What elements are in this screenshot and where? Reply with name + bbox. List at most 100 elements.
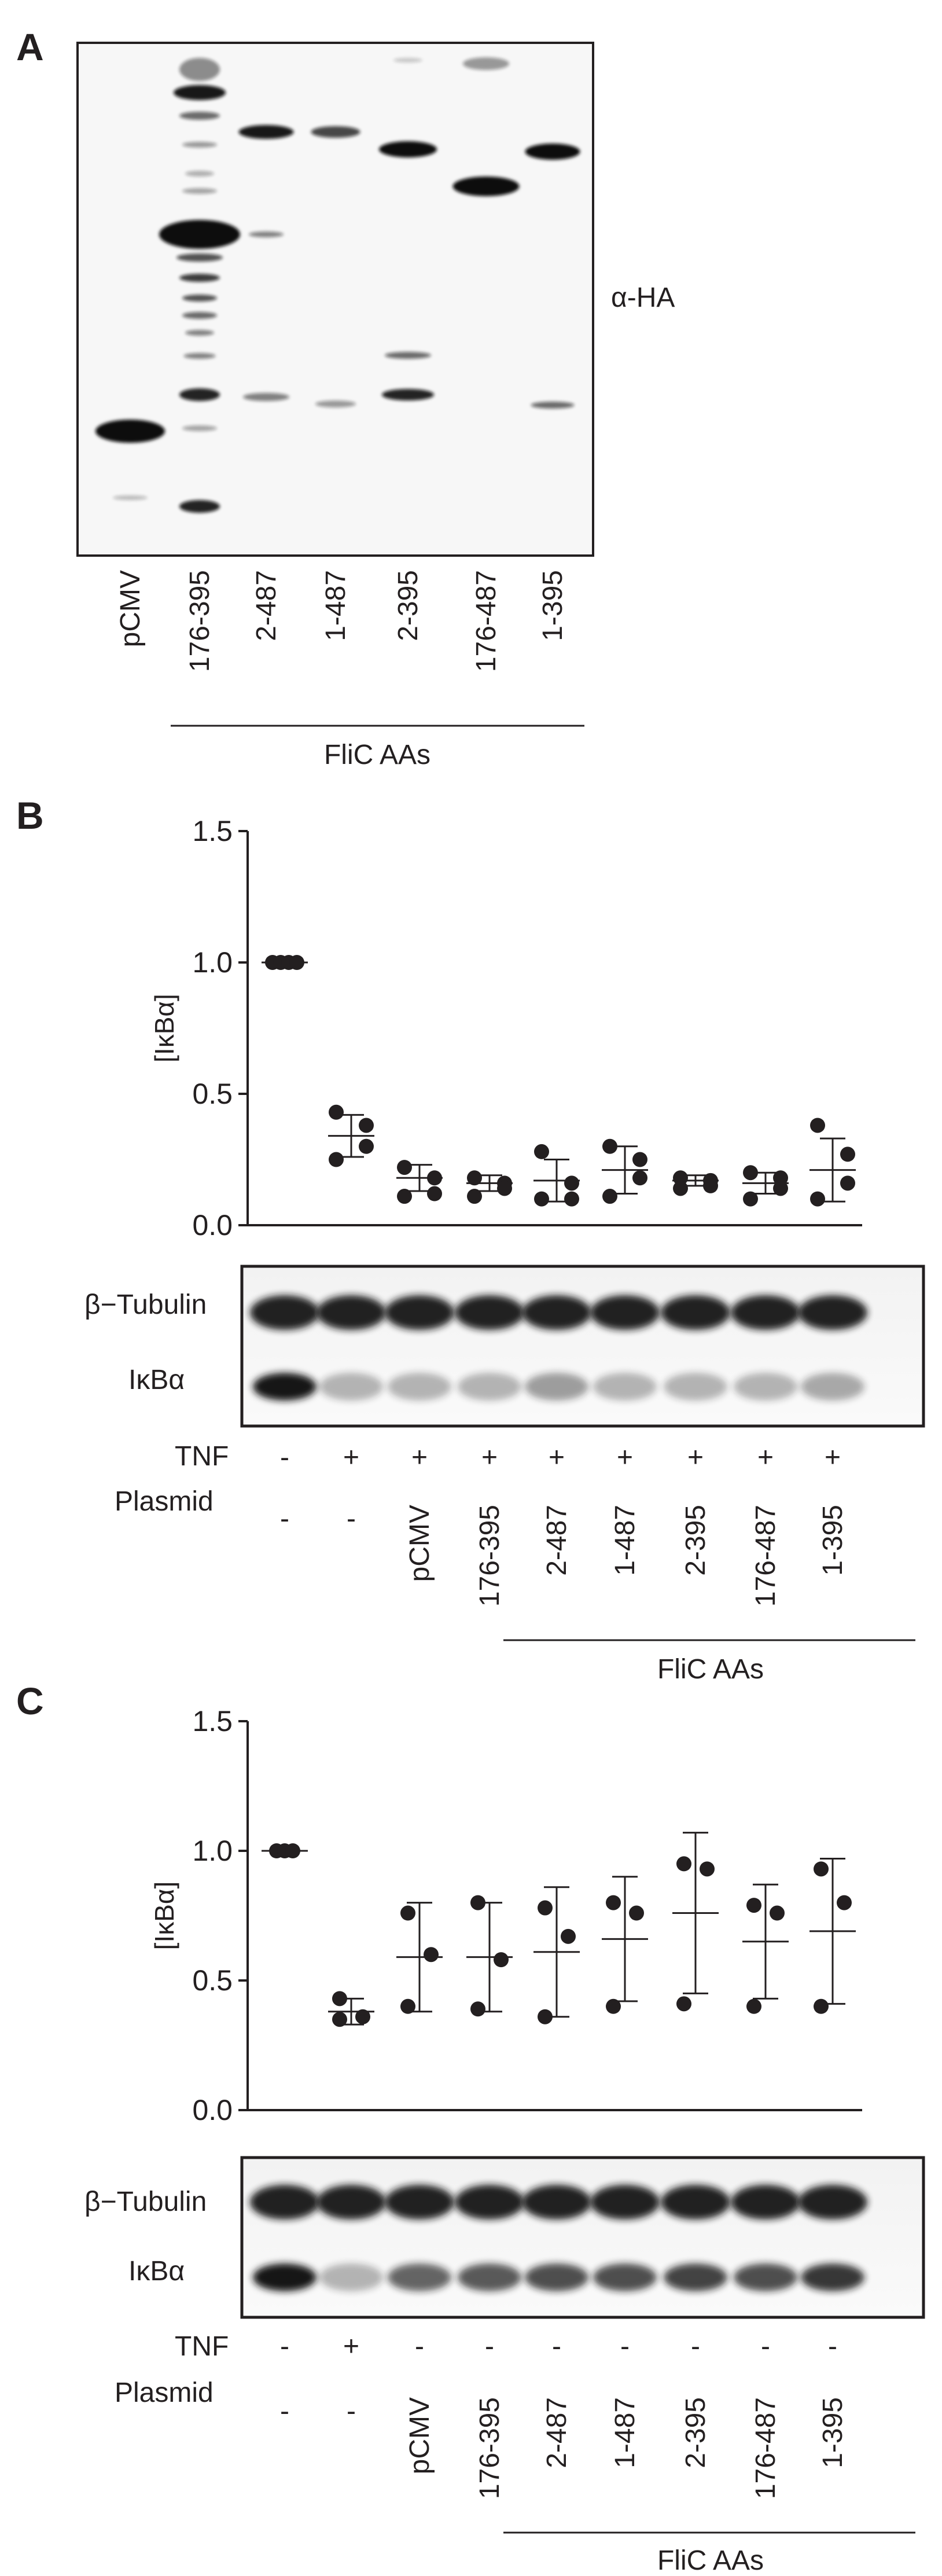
y-tick-label: 1.5 bbox=[192, 1705, 233, 1737]
ikba-band bbox=[525, 2263, 588, 2291]
plasmid-label: 176-395 bbox=[474, 1505, 505, 1607]
panel-a-group-label: FliC AAs bbox=[324, 740, 430, 770]
data-point bbox=[632, 1170, 647, 1186]
data-point bbox=[285, 1843, 300, 1858]
ikba-band bbox=[458, 2263, 521, 2291]
y-tick-label: 1.0 bbox=[192, 946, 233, 979]
blot-frame bbox=[240, 2156, 925, 2319]
plasmid-label: 176-487 bbox=[750, 2397, 781, 2499]
data-point bbox=[397, 1160, 412, 1175]
tubulin-band bbox=[798, 2185, 867, 2219]
data-point bbox=[673, 1170, 688, 1186]
ikba-band bbox=[319, 1373, 383, 1401]
gel-band bbox=[393, 58, 422, 63]
plasmid-label: 1-487 bbox=[610, 1505, 641, 1576]
gel-band bbox=[238, 125, 294, 139]
data-point bbox=[810, 1118, 825, 1133]
data-point bbox=[840, 1175, 855, 1191]
plasmid-label: 1-487 bbox=[610, 2397, 641, 2468]
data-point bbox=[289, 955, 304, 970]
data-point bbox=[602, 1138, 617, 1154]
y-tick-label: 1.5 bbox=[192, 815, 233, 847]
data-point bbox=[332, 2012, 347, 2027]
gel-band bbox=[182, 312, 217, 319]
gel-band bbox=[463, 57, 509, 70]
panel-c-row-label-plasmid: Plasmid bbox=[115, 2377, 214, 2408]
data-point bbox=[673, 1181, 688, 1196]
panel-c-row-label-tnf: TNF bbox=[175, 2331, 229, 2362]
gel-band bbox=[182, 425, 217, 431]
tubulin-band bbox=[798, 1295, 867, 1330]
gel-band bbox=[95, 420, 165, 443]
gel-band bbox=[185, 171, 214, 177]
panel-c-condition-labels: - + - - - - - - - - - pCMV 176-395 2-487 1-487 2-395 176… bbox=[280, 2331, 848, 2499]
tubulin-band bbox=[522, 1295, 591, 1330]
panel-c: C 0.00.51.01.5[IκBα] β−Tubulin IκBα TNF … bbox=[16, 1680, 925, 2576]
data-point bbox=[746, 1998, 761, 2014]
tnf-mark: + bbox=[687, 1442, 704, 1473]
panel-a-blot-bands bbox=[95, 57, 580, 513]
tnf-mark: - bbox=[552, 2331, 561, 2362]
data-point bbox=[427, 1186, 442, 1201]
plasmid-label: 2-395 bbox=[680, 1505, 711, 1576]
tnf-mark: + bbox=[549, 1442, 565, 1473]
panel-a-lane-labels: pCMV 176-395 2-487 1-487 2-395 176-487 1-395 bbox=[115, 570, 568, 672]
plasmid-mark: - bbox=[347, 1504, 356, 1534]
data-point bbox=[470, 2001, 485, 2017]
tnf-mark: - bbox=[485, 2331, 494, 2362]
ikba-band bbox=[593, 1373, 657, 1401]
panel-c-group-label: FliC AAs bbox=[657, 2545, 764, 2576]
data-point bbox=[534, 1191, 549, 1207]
tubulin-band bbox=[455, 1295, 524, 1330]
plasmid-label: 176-395 bbox=[474, 2397, 505, 2499]
plasmid-label: pCMV bbox=[404, 1505, 435, 1582]
gel-band bbox=[159, 220, 240, 249]
data-point bbox=[564, 1175, 579, 1191]
gel-band bbox=[179, 112, 220, 120]
tubulin-band bbox=[731, 2185, 800, 2219]
tnf-mark: - bbox=[415, 2331, 424, 2362]
gel-band bbox=[179, 58, 220, 81]
data-point bbox=[359, 1138, 374, 1154]
data-point bbox=[773, 1170, 788, 1186]
ikba-band bbox=[319, 2263, 383, 2291]
data-point bbox=[538, 1900, 553, 1916]
plasmid-label: 1-395 bbox=[818, 2397, 848, 2468]
data-point bbox=[494, 1952, 509, 1968]
lane-label: 176-487 bbox=[471, 570, 502, 672]
data-point bbox=[564, 1191, 579, 1207]
gel-band bbox=[525, 144, 580, 160]
gel-band bbox=[179, 274, 220, 282]
ikba-band bbox=[664, 2263, 727, 2291]
panel-a-antibody-label: α-HA bbox=[611, 282, 675, 313]
y-tick-label: 0.5 bbox=[192, 1078, 233, 1110]
ikba-band bbox=[734, 2263, 797, 2291]
panel-a-letter: A bbox=[16, 25, 44, 68]
data-point bbox=[534, 1144, 549, 1159]
plasmid-label: pCMV bbox=[404, 2397, 435, 2474]
data-point bbox=[770, 1905, 785, 1921]
data-point bbox=[427, 1170, 442, 1186]
panel-a-western-blot bbox=[76, 42, 594, 557]
y-tick-label: 0.5 bbox=[192, 1964, 233, 1997]
panel-b-blot-label-tubulin: β−Tubulin bbox=[84, 1289, 207, 1320]
tubulin-band bbox=[590, 1295, 660, 1330]
plasmid-mark: - bbox=[347, 2396, 356, 2427]
data-point bbox=[703, 1178, 718, 1193]
tubulin-band bbox=[731, 1295, 800, 1330]
data-point bbox=[773, 1181, 788, 1196]
tnf-mark: - bbox=[761, 2331, 770, 2362]
data-point bbox=[606, 1998, 621, 2014]
tubulin-band bbox=[385, 1295, 454, 1330]
lane-label: 2-487 bbox=[251, 570, 282, 641]
ikba-band bbox=[253, 1373, 317, 1401]
gel-band bbox=[182, 295, 217, 302]
panel-b-blot-label-ikba: IκBα bbox=[128, 1365, 185, 1395]
data-point bbox=[632, 1152, 647, 1167]
ikba-band bbox=[593, 2263, 657, 2291]
tnf-mark: + bbox=[481, 1442, 498, 1473]
data-point bbox=[329, 1104, 344, 1120]
ikba-band bbox=[734, 1373, 797, 1401]
ikba-band bbox=[801, 1373, 864, 1401]
tubulin-band bbox=[317, 2185, 386, 2219]
